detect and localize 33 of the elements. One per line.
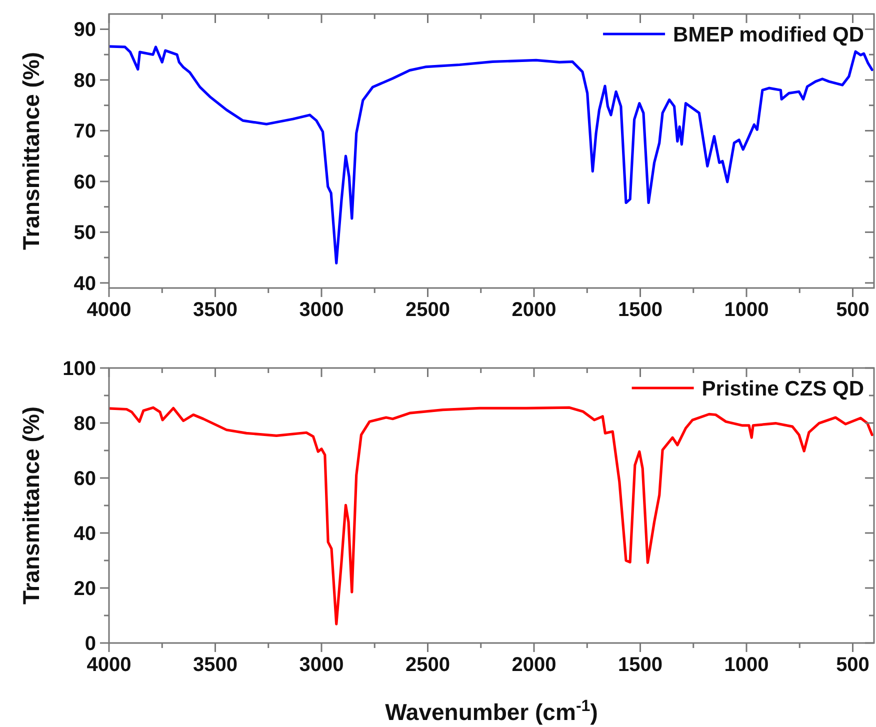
- x-tick-label: 1000: [724, 299, 769, 321]
- y-axis-title: Transmittance (%): [18, 52, 44, 250]
- y-axis-title: Transmittance (%): [18, 406, 44, 605]
- x-tick-label: 1500: [618, 654, 662, 676]
- y-tick-label: 50: [74, 222, 96, 244]
- x-tick-label: 1500: [618, 299, 662, 321]
- x-tick-label: 500: [836, 654, 870, 676]
- y-tick-label: 60: [74, 468, 96, 490]
- y-tick-label: 90: [74, 19, 96, 42]
- x-tick-label: 3500: [193, 654, 238, 676]
- x-axis-title: Wavenumber (cm$^{-1}$): [385, 697, 598, 725]
- y-tick-label: 40: [74, 272, 96, 295]
- x-tick-label: 500: [836, 299, 870, 321]
- legend-label: Pristine CZS QD: [702, 377, 864, 400]
- y-tick-label: 70: [74, 120, 96, 143]
- x-tick-label: 3000: [299, 654, 344, 676]
- x-tick-label: 2500: [406, 299, 450, 321]
- x-tick-label: 4000: [86, 299, 132, 321]
- y-tick-label: 80: [74, 70, 96, 92]
- y-tick-label: 80: [74, 413, 96, 435]
- x-tick-label: 1000: [724, 654, 769, 676]
- y-tick-label: 60: [74, 171, 96, 194]
- y-tick-label: 40: [74, 523, 96, 545]
- x-tick-label: 2500: [406, 654, 450, 676]
- x-tick-label: 2000: [512, 299, 556, 321]
- y-tick-label: 100: [62, 358, 96, 380]
- x-tick-label: 2000: [512, 654, 556, 676]
- y-tick-label: 0: [84, 633, 96, 655]
- x-tick-label: 3500: [193, 299, 238, 321]
- y-tick-label: 20: [74, 578, 96, 600]
- x-tick-label: 4000: [86, 654, 132, 676]
- x-tick-label: 3000: [299, 299, 344, 321]
- legend-label: BMEP modified QD: [673, 23, 864, 46]
